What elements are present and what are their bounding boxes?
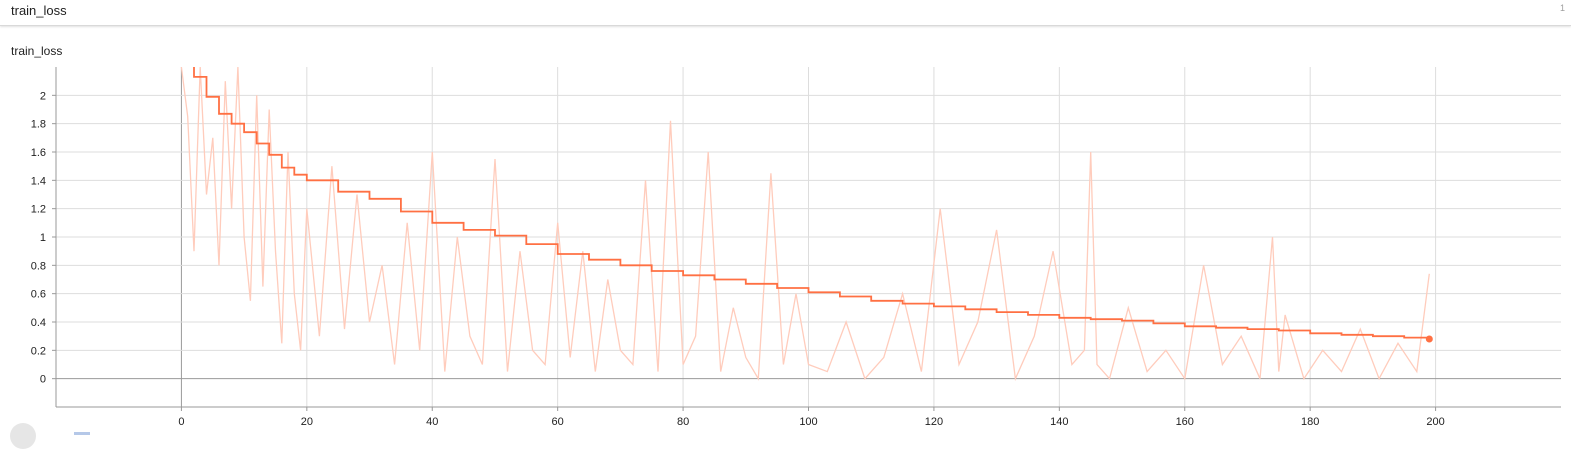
x-tick-label: 40 [426, 416, 438, 428]
raw-series-line [180, 67, 1430, 382]
y-tick-label: 0.6 [31, 289, 46, 301]
y-tick-label: 1.4 [31, 175, 46, 187]
grid-layer [56, 67, 1561, 407]
line-chart[interactable]: 0 20 40 60 80 100 120 140 160 180 200 0 0.2 0.4 0.6 0.8… [0, 0, 1571, 435]
chart-title: train_loss [11, 44, 63, 58]
y-tick-label: 1.6 [31, 147, 46, 159]
y-tick-label: 1.2 [31, 204, 46, 216]
y-tick-label: 1 [40, 232, 46, 244]
y-tick-label: 0 [40, 374, 46, 386]
x-tick-label: 140 [1050, 416, 1068, 428]
tick-label-layer: 0 20 40 60 80 100 120 140 160 180 200 0 0.2 0.4 0.6 0.8… [31, 90, 1445, 428]
axis-layer [52, 67, 1561, 411]
x-tick-label: 80 [677, 416, 689, 428]
x-tick-label: 120 [925, 416, 943, 428]
x-tick-label: 100 [799, 416, 817, 428]
x-tick-label: 160 [1176, 416, 1194, 428]
last-point-marker[interactable] [1425, 335, 1433, 343]
raw-series-layer [180, 67, 1430, 382]
y-tick-label: 0.4 [31, 317, 46, 329]
x-tick-label: 180 [1301, 416, 1319, 428]
y-tick-label: 1.8 [31, 119, 46, 131]
smoothed-series-line [193, 67, 1431, 339]
fit-domain-button[interactable] [10, 423, 36, 449]
expand-chart-button[interactable] [74, 432, 90, 435]
card-title: train_loss [11, 3, 67, 18]
x-tick-label: 0 [178, 416, 184, 428]
card-header: train_loss 1 [0, 0, 1571, 26]
y-tick-label: 0.2 [31, 345, 46, 357]
x-tick-label: 200 [1426, 416, 1444, 428]
y-tick-label: 0.8 [31, 260, 46, 272]
x-tick-label: 60 [552, 416, 564, 428]
y-tick-label: 2 [40, 90, 46, 102]
card-count: 1 [1559, 3, 1565, 13]
x-tick-label: 20 [301, 416, 313, 428]
smoothed-series-layer [193, 67, 1433, 343]
